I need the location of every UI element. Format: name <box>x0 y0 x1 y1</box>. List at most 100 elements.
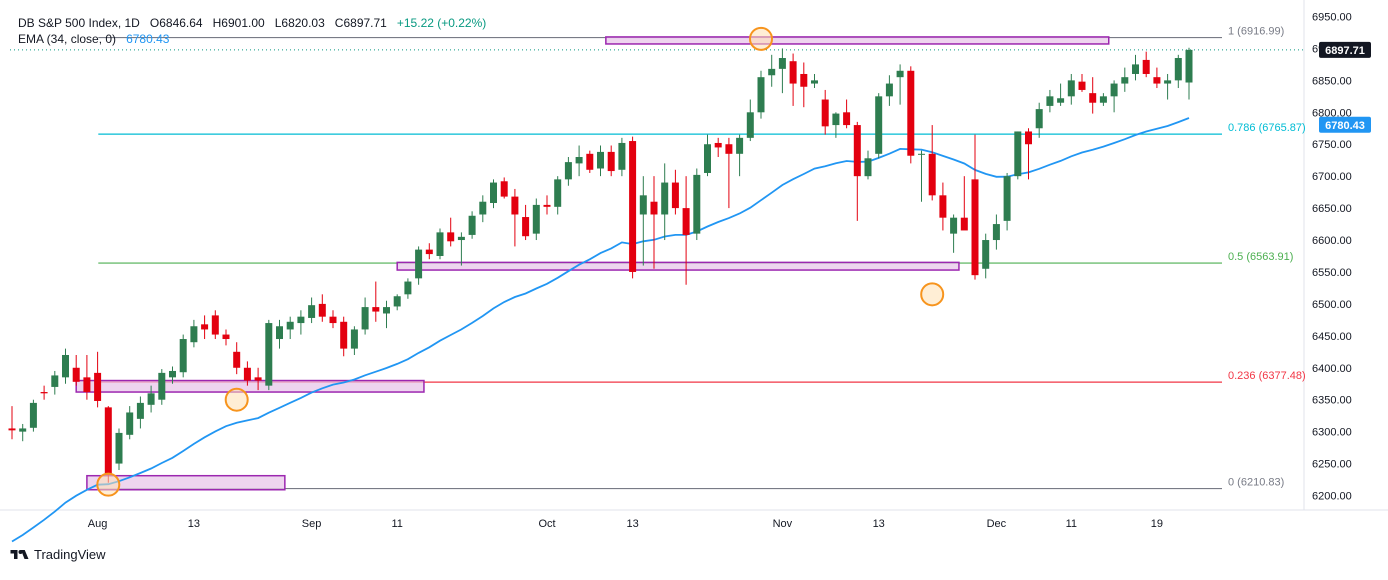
candle-body <box>832 113 840 126</box>
candle-body <box>94 372 102 401</box>
candle-body <box>457 236 465 241</box>
candle <box>40 385 48 400</box>
tradingview-logo[interactable]: TradingView <box>10 547 106 562</box>
candle-body <box>276 326 283 340</box>
candle <box>875 93 883 159</box>
ema-price-badge: 6780.43 <box>1325 120 1365 132</box>
candle <box>243 361 251 386</box>
candle <box>575 145 583 177</box>
candle <box>714 137 722 158</box>
candle-body <box>500 181 508 197</box>
candle-body <box>511 196 519 215</box>
candle <box>811 73 818 89</box>
candle-body <box>447 232 455 242</box>
candle <box>1057 83 1065 106</box>
candle <box>543 195 551 215</box>
y-tick-label: 6800.00 <box>1312 107 1352 119</box>
candle-body <box>1025 131 1032 145</box>
candle <box>136 396 144 429</box>
candle-body <box>671 182 679 209</box>
candle <box>1132 54 1139 81</box>
support-resistance-zone <box>86 474 286 491</box>
candle-body <box>821 99 829 127</box>
candle <box>918 150 925 202</box>
candle-body <box>1142 59 1150 74</box>
candle-body <box>597 151 604 169</box>
y-tick-label: 6200.00 <box>1312 491 1352 503</box>
candle-body <box>554 179 562 207</box>
candle <box>276 319 283 349</box>
candle-body <box>383 307 390 314</box>
candle-body <box>479 201 487 215</box>
candle-body <box>682 208 690 235</box>
candle <box>1185 47 1193 100</box>
candle-body <box>971 179 979 276</box>
candle <box>971 134 979 280</box>
candle <box>425 243 433 260</box>
y-tick-label: 6250.00 <box>1312 459 1352 471</box>
candle-body <box>1132 64 1139 74</box>
candle <box>511 188 519 247</box>
candle <box>907 66 915 164</box>
candle <box>853 121 861 221</box>
candle-body <box>318 303 326 317</box>
change-value: +15.22 (+0.22%) <box>396 16 487 30</box>
candle-body <box>885 83 893 97</box>
candle-body <box>853 125 861 177</box>
candle <box>190 319 198 348</box>
x-tick-label: 13 <box>188 518 200 530</box>
symbol-label: DB S&P 500 Index, 1D <box>18 16 140 30</box>
brand-name: TradingView <box>34 547 106 562</box>
x-tick-label: Dec <box>987 518 1007 530</box>
ema-price-badge-bg <box>1319 116 1371 133</box>
ema-line <box>11 117 1190 543</box>
candle-body <box>286 321 294 330</box>
candle-body <box>40 392 48 394</box>
candle-body <box>1099 96 1107 103</box>
candle <box>468 211 476 239</box>
candle-body <box>126 412 134 435</box>
last-price-badge-bg <box>1319 41 1371 58</box>
candle-body <box>468 215 476 235</box>
highlight-circle-marker <box>920 282 945 307</box>
x-tick-label: Aug <box>88 518 108 530</box>
candle <box>1121 67 1129 92</box>
candle <box>115 428 123 470</box>
candle-body <box>1046 96 1054 106</box>
candle <box>821 89 829 135</box>
candle <box>201 315 209 340</box>
candle-body <box>51 375 59 387</box>
candle-body <box>308 305 316 318</box>
candle <box>147 385 155 413</box>
x-tick-label: 13 <box>873 518 885 530</box>
candle-body <box>372 307 380 312</box>
fib-level-label: 0.236 (6377.48) <box>1228 370 1306 382</box>
candle-body <box>404 281 412 295</box>
candle <box>532 198 540 241</box>
candle <box>436 228 444 260</box>
candle <box>169 366 176 384</box>
candle-body <box>136 402 144 419</box>
candle <box>650 176 658 269</box>
candle-body <box>1003 176 1011 221</box>
last-price-badge: 6897.71 <box>1325 45 1365 57</box>
x-tick-label: 13 <box>626 518 638 530</box>
candle <box>457 232 465 266</box>
candle <box>564 157 572 186</box>
candle <box>233 342 241 375</box>
high-label: H <box>212 16 222 30</box>
candle <box>693 168 701 241</box>
candle <box>104 406 112 483</box>
candle-body <box>158 372 166 400</box>
candle <box>490 179 497 209</box>
candle-body <box>393 296 401 307</box>
candle <box>607 145 615 177</box>
tradingview-icon <box>10 549 29 559</box>
candle <box>639 176 647 266</box>
candle-body <box>650 201 658 215</box>
candle <box>51 370 59 395</box>
candle <box>158 369 166 405</box>
candle <box>1014 131 1022 180</box>
